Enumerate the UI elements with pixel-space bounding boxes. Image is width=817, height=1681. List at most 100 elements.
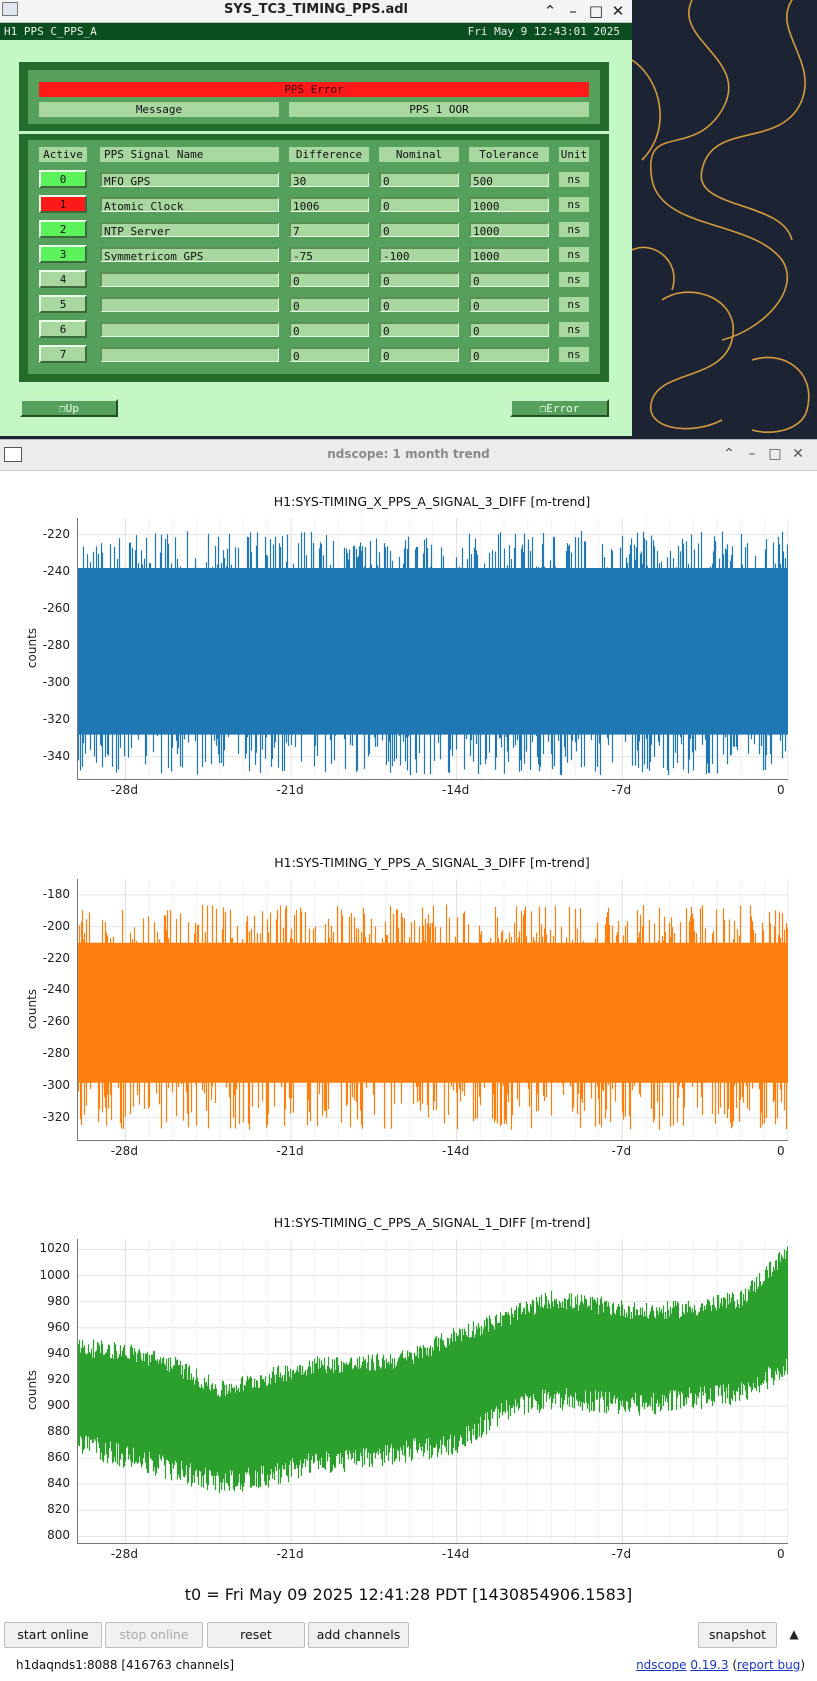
- tolerance-field[interactable]: 0: [469, 272, 549, 287]
- unit-label: ns: [559, 297, 589, 312]
- signal-name-field[interactable]: MFO GPS: [100, 172, 279, 187]
- version-link[interactable]: 0.19.3: [690, 1658, 729, 1672]
- message-value: PPS 1 OOR: [289, 102, 589, 117]
- difference-field[interactable]: -75: [289, 247, 369, 262]
- trend-plot[interactable]: [78, 1239, 788, 1543]
- minimize-icon[interactable]: –: [748, 446, 756, 462]
- nominal-field[interactable]: 0: [379, 322, 459, 337]
- timestamp: Fri May 9 12:43:01 2025: [467, 25, 620, 38]
- ndscope-title: ndscope: 1 month trend: [327, 447, 490, 461]
- unit-label: ns: [559, 247, 589, 262]
- tolerance-field[interactable]: 0: [469, 347, 549, 362]
- snapshot-button[interactable]: snapshot: [698, 1622, 777, 1648]
- y-tick-label: 960: [47, 1319, 70, 1334]
- difference-field[interactable]: 30: [289, 172, 369, 187]
- signal-name-field[interactable]: [100, 272, 279, 287]
- y-tick-label: 800: [47, 1528, 70, 1543]
- trend-series: [78, 1246, 788, 1494]
- tolerance-field[interactable]: 500: [469, 172, 549, 187]
- message-label: Message: [39, 102, 279, 117]
- y-tick-label: -180: [42, 886, 70, 901]
- difference-field[interactable]: 7: [289, 222, 369, 237]
- tolerance-field[interactable]: 1000: [469, 247, 549, 262]
- ndscope-link[interactable]: ndscope: [636, 1658, 687, 1672]
- x-tick-label: -21d: [276, 1144, 304, 1158]
- y-tick-label: 920: [47, 1371, 70, 1386]
- active-button-3[interactable]: 3: [39, 245, 87, 263]
- window-title: SYS_TC3_TIMING_PPS.adl: [223, 2, 408, 17]
- signal-name-field[interactable]: NTP Server: [100, 222, 279, 237]
- y-tick-label: -320: [42, 711, 70, 726]
- signal-name-field[interactable]: [100, 297, 279, 312]
- x-tick-label: 0: [777, 783, 785, 797]
- difference-field[interactable]: 0: [289, 322, 369, 337]
- x-tick-label: -14d: [442, 1144, 470, 1158]
- signal-name-field[interactable]: Atomic Clock: [100, 197, 279, 212]
- nominal-field[interactable]: 0: [379, 272, 459, 287]
- chevron-up-icon[interactable]: ⌃: [543, 2, 557, 20]
- y-tick-label: -220: [42, 950, 70, 965]
- plot-title: H1:SYS-TIMING_Y_PPS_A_SIGNAL_3_DIFF [m-t…: [274, 855, 590, 870]
- stop-online-button[interactable]: stop online: [105, 1622, 203, 1648]
- active-button-2[interactable]: 2: [39, 220, 87, 238]
- y-tick-label: -300: [42, 1077, 70, 1092]
- chevron-up-icon[interactable]: ⌃: [723, 446, 735, 462]
- tolerance-field[interactable]: 1000: [469, 197, 549, 212]
- tolerance-field[interactable]: 0: [469, 297, 549, 312]
- trend-plot[interactable]: [78, 518, 788, 779]
- difference-field[interactable]: 1006: [289, 197, 369, 212]
- y-axis-label: counts: [25, 1369, 39, 1411]
- difference-field[interactable]: 0: [289, 272, 369, 287]
- close-icon[interactable]: ✕: [792, 446, 804, 462]
- y-axis-label: counts: [25, 988, 39, 1029]
- close-icon[interactable]: ✕: [611, 2, 625, 20]
- active-button-6[interactable]: 6: [39, 320, 87, 338]
- y-tick-label: -260: [42, 1014, 70, 1029]
- tolerance-field[interactable]: 1000: [469, 222, 549, 237]
- difference-field[interactable]: 0: [289, 347, 369, 362]
- plot-canvas[interactable]: [77, 1239, 788, 1544]
- y-tick-label: -240: [42, 563, 70, 578]
- nominal-field[interactable]: 0: [379, 347, 459, 362]
- medm-window: SYS_TC3_TIMING_PPS.adl ⌃ – □ ✕ H1 PPS C_…: [0, 0, 632, 436]
- minimize-icon[interactable]: –: [569, 2, 577, 20]
- unit-label: ns: [559, 322, 589, 337]
- nominal-field[interactable]: 0: [379, 172, 459, 187]
- plot-canvas[interactable]: [77, 518, 788, 780]
- y-tick-label: 860: [47, 1450, 70, 1465]
- active-button-1[interactable]: 1: [39, 195, 87, 213]
- signal-name-field[interactable]: [100, 322, 279, 337]
- x-tick-label: -28d: [110, 1144, 138, 1158]
- chevron-up-icon[interactable]: ▲: [789, 1627, 799, 1641]
- y-tick-label: 1020: [39, 1241, 70, 1256]
- x-tick-label: -28d: [110, 783, 138, 797]
- up-button[interactable]: ❐Up: [20, 399, 118, 417]
- col-header-difference: Difference: [289, 147, 369, 162]
- trend-plot[interactable]: [78, 879, 788, 1140]
- tolerance-field[interactable]: 0: [469, 322, 549, 337]
- difference-field[interactable]: 0: [289, 297, 369, 312]
- maximize-icon[interactable]: □: [768, 446, 782, 462]
- maximize-icon[interactable]: □: [588, 2, 604, 20]
- reset-button[interactable]: reset: [207, 1622, 305, 1648]
- active-button-5[interactable]: 5: [39, 295, 87, 313]
- error-button[interactable]: ❐Error: [510, 399, 609, 417]
- active-button-4[interactable]: 4: [39, 270, 87, 288]
- add-channels-button[interactable]: add channels: [308, 1622, 409, 1648]
- nominal-field[interactable]: -100: [379, 247, 459, 262]
- nominal-field[interactable]: 0: [379, 197, 459, 212]
- nominal-field[interactable]: 0: [379, 222, 459, 237]
- signal-name-field[interactable]: Symmetricom GPS: [100, 247, 279, 262]
- unit-label: ns: [559, 272, 589, 287]
- plot-canvas[interactable]: [77, 879, 788, 1141]
- report-bug-link[interactable]: report bug: [737, 1658, 801, 1672]
- active-button-7[interactable]: 7: [39, 345, 87, 363]
- nominal-field[interactable]: 0: [379, 297, 459, 312]
- col-header-name: PPS Signal Name: [100, 147, 279, 162]
- x-tick-label: 0: [777, 1144, 785, 1158]
- start-online-button[interactable]: start online: [4, 1622, 102, 1648]
- y-tick-label: -340: [42, 748, 70, 763]
- signal-name-field[interactable]: [100, 347, 279, 362]
- active-button-0[interactable]: 0: [39, 170, 87, 188]
- medm-titlebar: SYS_TC3_TIMING_PPS.adl ⌃ – □ ✕: [0, 0, 632, 23]
